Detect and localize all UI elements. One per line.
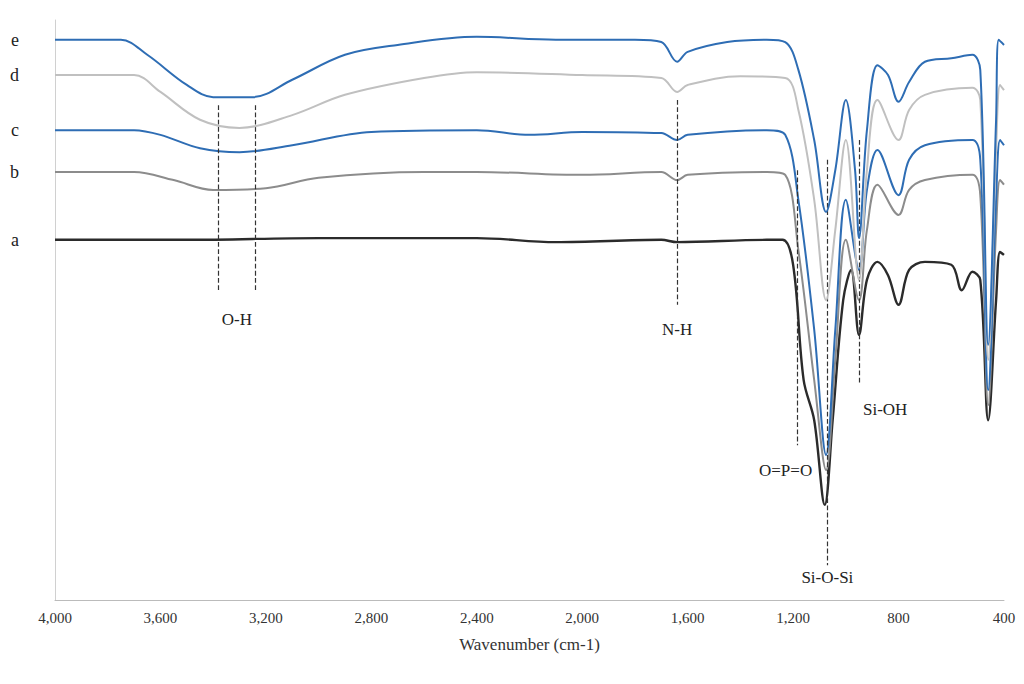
svg-text:c: c: [11, 120, 19, 140]
svg-text:4,000: 4,000: [38, 610, 72, 626]
svg-text:2,400: 2,400: [460, 610, 494, 626]
svg-text:2,000: 2,000: [565, 610, 599, 626]
svg-text:b: b: [10, 162, 19, 182]
svg-text:2,800: 2,800: [354, 610, 388, 626]
svg-text:1,600: 1,600: [671, 610, 705, 626]
svg-text:N-H: N-H: [662, 320, 692, 339]
svg-text:1,200: 1,200: [776, 610, 810, 626]
svg-text:e: e: [11, 30, 19, 50]
svg-text:O=P=O: O=P=O: [759, 461, 812, 480]
svg-text:400: 400: [993, 610, 1016, 626]
svg-text:Si-OH: Si-OH: [863, 400, 907, 419]
svg-text:3,200: 3,200: [249, 610, 283, 626]
svg-text:3,600: 3,600: [144, 610, 178, 626]
svg-text:Wavenumber (cm-1): Wavenumber (cm-1): [459, 635, 600, 654]
svg-text:O-H: O-H: [222, 310, 252, 329]
svg-text:800: 800: [887, 610, 910, 626]
svg-text:d: d: [10, 65, 19, 85]
svg-text:Si-O-Si: Si-O-Si: [801, 568, 853, 587]
svg-text:a: a: [11, 230, 19, 250]
